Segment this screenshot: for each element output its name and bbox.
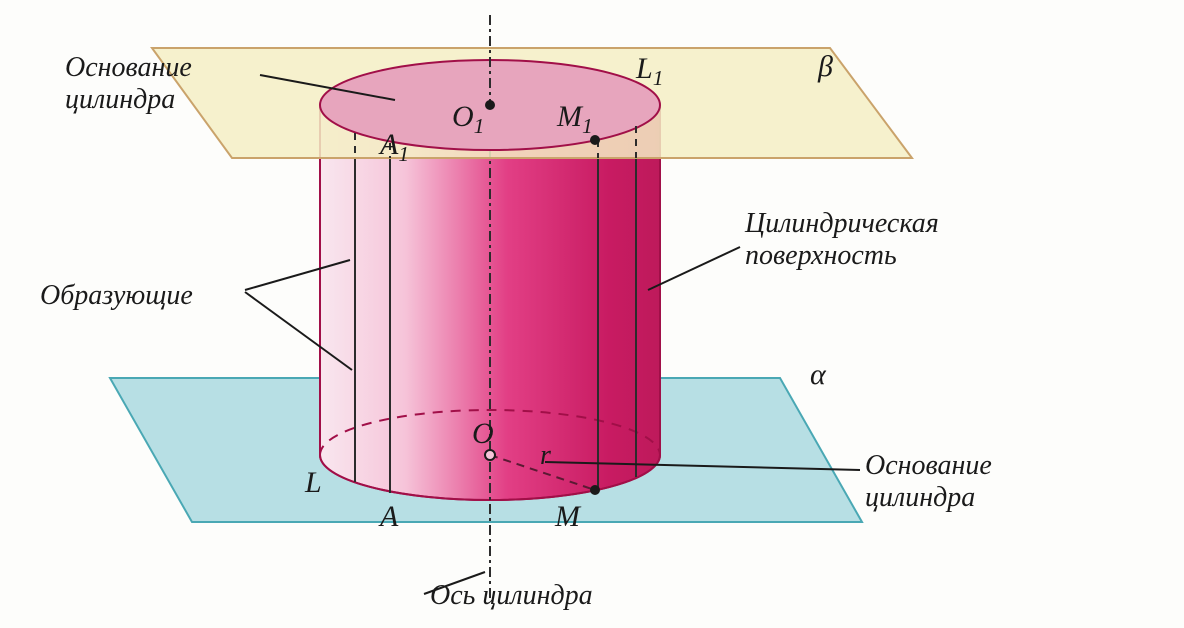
- label-A1: A1: [380, 128, 409, 167]
- label-O1: O1: [452, 100, 484, 139]
- label-L: L: [305, 466, 322, 500]
- callout-surface: Цилиндрическаяповерхность: [745, 208, 939, 272]
- label-alpha: α: [810, 358, 826, 392]
- label-O: O: [472, 417, 494, 451]
- callout-axis: Ось цилиндра: [430, 580, 593, 612]
- label-M1: M1: [557, 100, 593, 139]
- label-M: M: [555, 500, 580, 534]
- label-A: A: [380, 500, 398, 534]
- label-beta: β: [818, 50, 833, 84]
- callout-base_top: Основаниецилиндра: [65, 52, 192, 116]
- callout-generators: Образующие: [40, 280, 193, 312]
- label-L1: L1: [636, 52, 663, 91]
- callout-base_bottom: Основаниецилиндра: [865, 450, 992, 514]
- label-r: r: [540, 440, 551, 472]
